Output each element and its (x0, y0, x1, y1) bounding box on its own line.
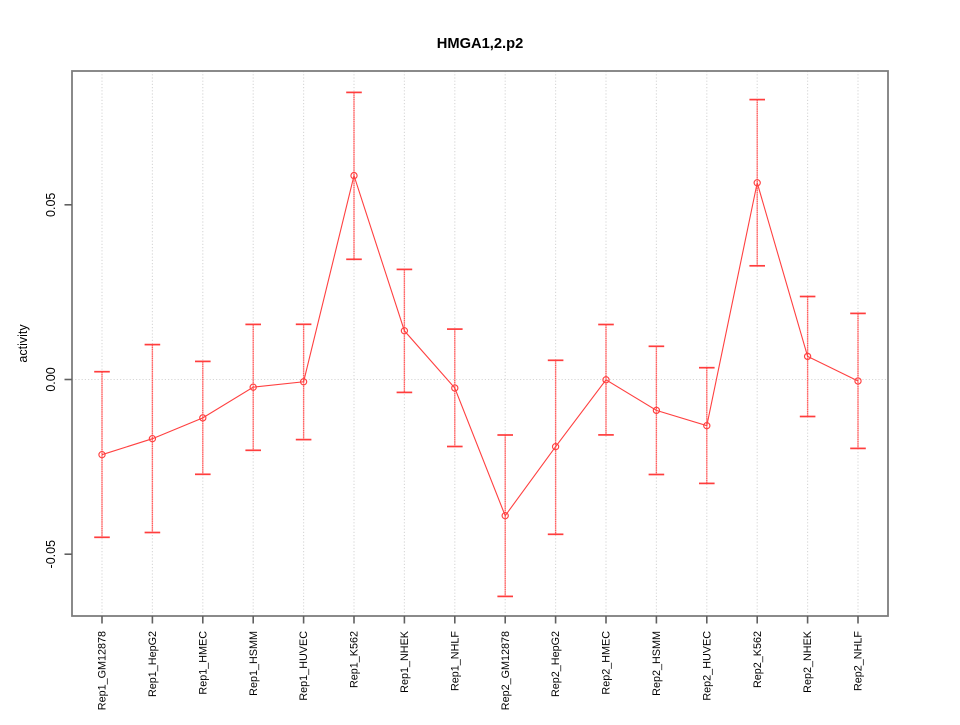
svg-text:Rep1_HMEC: Rep1_HMEC (197, 631, 209, 695)
svg-text:Rep1_NHLF: Rep1_NHLF (449, 631, 461, 691)
svg-text:Rep2_NHLF: Rep2_NHLF (853, 631, 865, 691)
svg-text:Rep2_GM12878: Rep2_GM12878 (500, 631, 512, 710)
svg-text:Rep2_NHEK: Rep2_NHEK (802, 630, 814, 693)
svg-text:Rep2_HUVEC: Rep2_HUVEC (701, 631, 713, 701)
svg-text:0.00: 0.00 (44, 367, 58, 391)
svg-text:Rep1_K562: Rep1_K562 (349, 631, 361, 688)
svg-text:Rep2_HSMM: Rep2_HSMM (651, 631, 663, 696)
svg-text:HMGA1,2.p2: HMGA1,2.p2 (437, 36, 524, 52)
svg-text:0.05: 0.05 (44, 193, 58, 217)
svg-text:Rep2_HMEC: Rep2_HMEC (601, 631, 613, 695)
svg-text:-0.05: -0.05 (44, 540, 58, 569)
svg-text:Rep2_K562: Rep2_K562 (752, 631, 764, 688)
svg-text:activity: activity (16, 324, 30, 363)
svg-text:Rep1_HepG2: Rep1_HepG2 (147, 631, 159, 697)
svg-text:Rep2_HepG2: Rep2_HepG2 (550, 631, 562, 697)
svg-text:Rep1_NHEK: Rep1_NHEK (399, 630, 411, 693)
svg-text:Rep1_HSMM: Rep1_HSMM (248, 631, 260, 696)
svg-text:Rep1_GM12878: Rep1_GM12878 (97, 631, 109, 710)
svg-text:Rep1_HUVEC: Rep1_HUVEC (298, 631, 310, 701)
